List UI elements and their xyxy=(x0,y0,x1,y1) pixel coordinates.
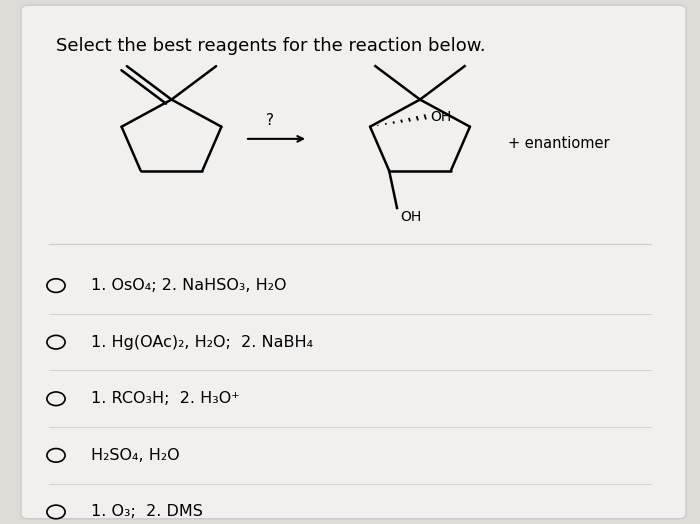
Text: 1. RCO₃H;  2. H₃O⁺: 1. RCO₃H; 2. H₃O⁺ xyxy=(91,391,239,406)
Text: OH: OH xyxy=(400,210,421,224)
Text: + enantiomer: + enantiomer xyxy=(508,136,609,150)
Text: H₂SO₄, H₂O: H₂SO₄, H₂O xyxy=(91,448,180,463)
Text: OH: OH xyxy=(430,110,452,124)
Text: 1. O₃;  2. DMS: 1. O₃; 2. DMS xyxy=(91,505,203,519)
Text: ?: ? xyxy=(265,113,274,128)
Text: Select the best reagents for the reaction below.: Select the best reagents for the reactio… xyxy=(56,37,486,54)
Text: 1. Hg(OAc)₂, H₂O;  2. NaBH₄: 1. Hg(OAc)₂, H₂O; 2. NaBH₄ xyxy=(91,335,313,350)
Text: 1. OsO₄; 2. NaHSO₃, H₂O: 1. OsO₄; 2. NaHSO₃, H₂O xyxy=(91,278,286,293)
